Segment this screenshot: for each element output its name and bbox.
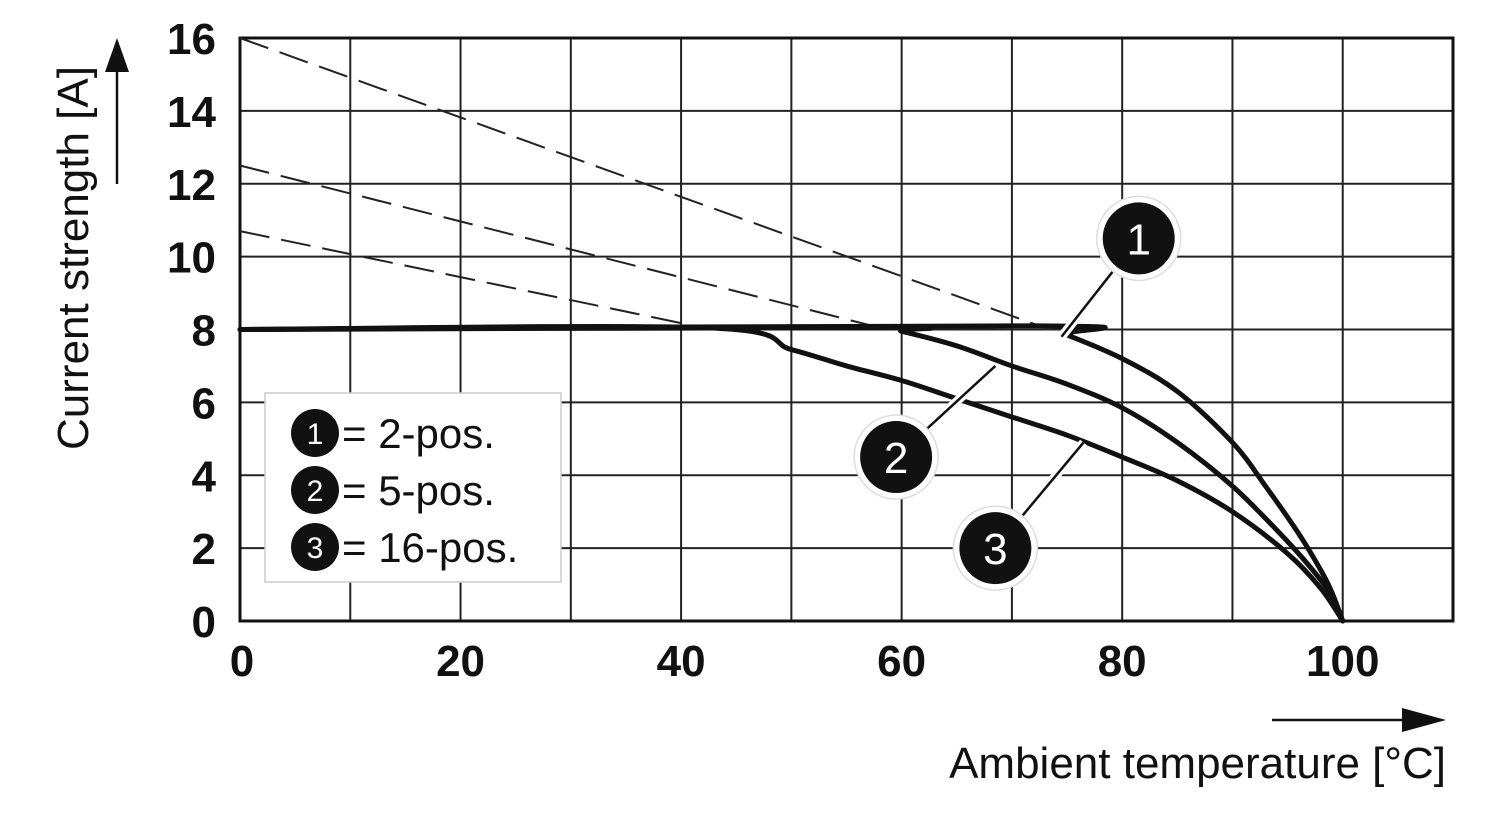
marker-circle-1 xyxy=(1102,202,1175,275)
x-tick-label: 0 xyxy=(230,637,254,686)
series-line-3 xyxy=(237,324,1346,624)
y-tick-label: 2 xyxy=(192,525,216,574)
dashed-extension-line xyxy=(239,164,880,329)
series-line-2 xyxy=(237,325,1346,624)
y-tick-label: 0 xyxy=(192,598,216,647)
legend-marker-1 xyxy=(291,409,339,457)
x-axis-arrow-head xyxy=(1402,708,1446,732)
y-axis-arrow-head xyxy=(105,38,129,72)
marker-label-1: 1 xyxy=(1126,215,1150,264)
y-tick-label: 10 xyxy=(167,234,216,283)
series-lines xyxy=(237,323,1346,624)
y-tick-label: 6 xyxy=(192,379,216,428)
x-tick-label: 20 xyxy=(436,637,485,686)
legend-entry-label: = 5-pos. xyxy=(342,467,495,514)
legend-entry-label: = 2-pos. xyxy=(342,410,495,457)
y-tick-label: 4 xyxy=(192,452,217,501)
x-tick-label: 60 xyxy=(877,637,926,686)
legend-marker-2 xyxy=(291,466,339,514)
y-tick-label: 12 xyxy=(167,161,216,210)
x-tick-label: 100 xyxy=(1306,637,1379,686)
y-tick-label: 16 xyxy=(167,15,216,64)
marker-circle-2 xyxy=(860,421,933,494)
dashed-extension-line xyxy=(239,230,704,329)
dashed-extension-line xyxy=(239,37,1040,327)
y-tick-label: 14 xyxy=(167,88,216,137)
legend-marker-label: 2 xyxy=(307,475,324,508)
marker-label-2: 2 xyxy=(884,434,908,483)
legend-entry-label: = 16-pos. xyxy=(342,524,518,571)
legend: 1 = 2-pos. 2 = 5-pos. 3 = 16-pos. xyxy=(264,392,562,583)
legend-marker-label: 3 xyxy=(307,532,324,565)
marker-circle-3 xyxy=(959,512,1032,585)
legend-marker-label: 1 xyxy=(307,418,324,451)
dashed-extensions xyxy=(239,37,1040,329)
x-tick-label: 40 xyxy=(657,637,706,686)
series-markers: 1 2 3 xyxy=(853,195,1182,591)
legend-marker-3 xyxy=(291,523,339,571)
marker-label-3: 3 xyxy=(983,525,1007,574)
x-tick-label: 80 xyxy=(1098,637,1147,686)
y-axis-label: Current strength [A] xyxy=(49,66,98,450)
x-axis-label: Ambient temperature [°C] xyxy=(949,739,1446,788)
y-tick-label: 8 xyxy=(192,307,216,356)
